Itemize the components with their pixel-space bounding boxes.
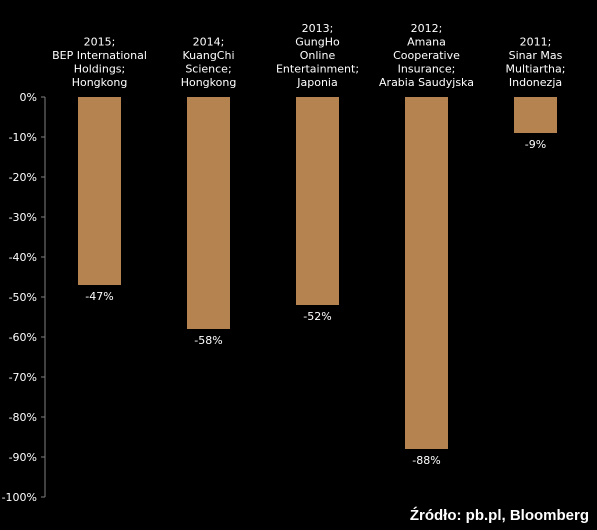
y-tick-label: -10% (9, 131, 37, 144)
category-label: 2012; Amana Cooperative Insurance; Arabia Sa… (379, 22, 474, 89)
y-tick-label: -40% (9, 251, 37, 264)
y-tick-label: -20% (9, 171, 37, 184)
data-label: -9% (525, 138, 546, 151)
data-label: -88% (412, 454, 440, 467)
y-tick-label: -50% (9, 291, 37, 304)
bar (514, 97, 557, 133)
y-tick-label: -70% (9, 371, 37, 384)
bar (187, 97, 230, 329)
data-label: -47% (85, 290, 113, 303)
y-tick-label: 0% (20, 91, 37, 104)
bar (296, 97, 339, 305)
bar (78, 97, 121, 285)
data-label: -52% (303, 310, 331, 323)
data-label: -58% (194, 334, 222, 347)
source-label: Źródło: pb.pl, Bloomberg (409, 507, 589, 524)
category-label: 2015; BEP International Holdings; Hongkong (52, 36, 147, 90)
category-label: 2013; GungHo Online Entertainment; Japonia (276, 22, 359, 89)
y-tick-label: -80% (9, 411, 37, 424)
y-tick-label: -30% (9, 211, 37, 224)
category-label: 2014; KuangChi Science; Hongkong (181, 36, 237, 90)
y-tick-label: -100% (2, 491, 37, 504)
y-tick-label: -90% (9, 451, 37, 464)
y-tick-label: -60% (9, 331, 37, 344)
bar (405, 97, 448, 449)
category-label: 2011; Sinar Mas Multiartha; Indonezja (506, 36, 566, 90)
